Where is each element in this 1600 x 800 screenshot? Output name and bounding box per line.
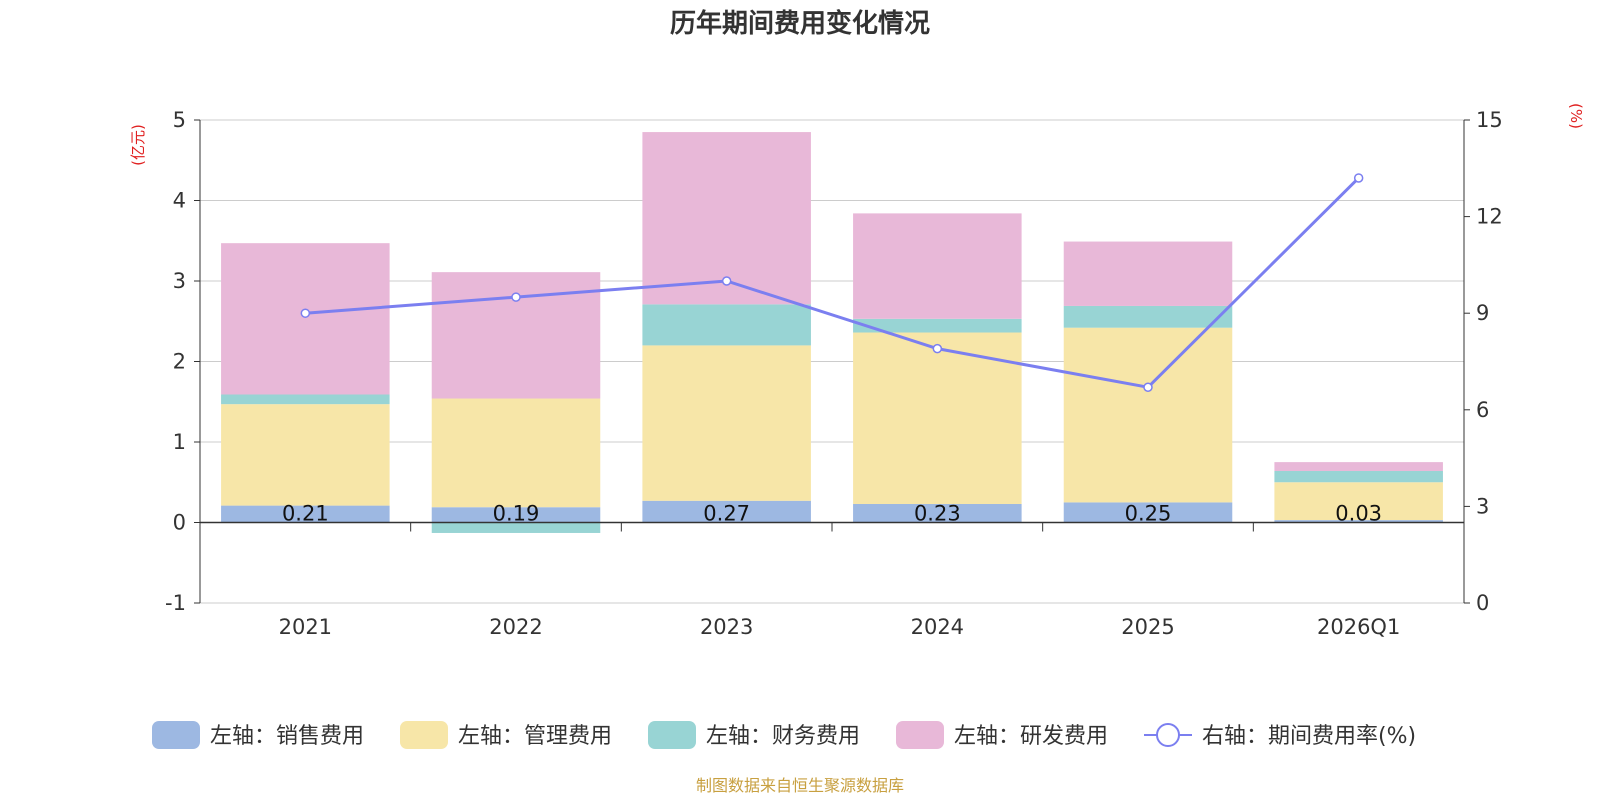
bar-segment <box>431 507 601 523</box>
rate-point <box>511 292 521 302</box>
bar-segment <box>642 304 811 346</box>
legend-swatch <box>648 721 696 749</box>
right-tick-label: 3 <box>1476 494 1489 518</box>
bar-segment <box>1063 241 1233 306</box>
bar-segment <box>1274 482 1443 521</box>
bar-segment <box>1063 502 1233 523</box>
right-tick-label: 6 <box>1476 398 1489 422</box>
left-tick-label: 4 <box>173 189 186 213</box>
bar-segment <box>221 404 390 506</box>
left-tick-label: 5 <box>173 108 186 132</box>
chart-title: 历年期间费用变化情况 <box>670 8 930 39</box>
bar-segment <box>1274 470 1443 483</box>
bar-segment <box>431 522 601 533</box>
bar-segment <box>1063 327 1233 503</box>
rate-line <box>305 176 1360 389</box>
legend: 左轴：销售费用 左轴：管理费用 左轴：财务费用 左轴：研发费用 右轴：期间费用率(%) <box>152 721 1416 749</box>
x-category-label: 2026Q1 <box>1317 615 1400 639</box>
bar-segment <box>1274 462 1443 471</box>
bar-data-label: 0.03 <box>1335 502 1382 526</box>
legend-label: 左轴：管理费用 <box>458 724 612 749</box>
legend-label: 左轴：财务费用 <box>706 724 860 749</box>
left-tick-label: 2 <box>173 350 186 374</box>
gridlines <box>200 119 1464 604</box>
legend-swatch <box>400 721 448 749</box>
left-tick-label: 3 <box>173 269 186 293</box>
rate-point <box>721 276 732 286</box>
x-category-label: 2023 <box>700 615 753 639</box>
bar-segment <box>221 394 390 405</box>
left-axis-unit: (亿元) <box>129 124 147 166</box>
bar-data-label: 0.27 <box>703 502 750 526</box>
x-category-label: 2025 <box>1121 615 1174 639</box>
bar-segment <box>853 318 1022 333</box>
bar-data-label: 0.25 <box>1125 502 1172 526</box>
legend-line-marker <box>1156 723 1180 747</box>
right-axis-unit: (%) <box>1567 103 1585 129</box>
bar-segment <box>642 500 811 523</box>
bar-segment <box>1274 520 1443 523</box>
bar-segment <box>221 505 390 523</box>
rate-point <box>1353 173 1364 183</box>
bar-data-label: 0.19 <box>493 502 540 526</box>
legend-label: 左轴：销售费用 <box>210 724 364 749</box>
left-tick-label: 0 <box>173 511 186 535</box>
rate-point <box>300 308 311 318</box>
bar-segment <box>431 398 601 508</box>
left-tick-label: 1 <box>173 430 186 454</box>
bar-data-label: 0.21 <box>282 502 329 526</box>
bar-segment <box>853 332 1022 504</box>
right-tick-label: 0 <box>1476 591 1489 615</box>
bar-segment <box>642 132 811 305</box>
rate-line-layer <box>300 173 1364 393</box>
legend-swatch <box>152 721 200 749</box>
x-category-label: 2021 <box>279 615 332 639</box>
bar-data-label: 0.23 <box>914 502 961 526</box>
left-tick-label: -1 <box>165 591 186 615</box>
data-label-layer: 0.21 0.19 0.27 0.23 0.25 0.03 <box>282 502 1382 526</box>
bar-segment <box>642 345 811 501</box>
legend-label: 左轴：研发费用 <box>954 724 1108 749</box>
bar-segment <box>1063 305 1233 328</box>
right-tick-label: 12 <box>1476 205 1503 229</box>
x-category-label: 2024 <box>911 615 964 639</box>
legend-swatch <box>896 721 944 749</box>
legend-label: 右轴：期间费用率(%) <box>1202 724 1416 749</box>
rate-point <box>932 343 943 354</box>
right-tick-label: 15 <box>1476 108 1503 132</box>
right-tick-label: 9 <box>1476 301 1489 325</box>
bar-segment <box>853 213 1022 319</box>
rate-point <box>1143 382 1153 393</box>
bar-layer <box>221 132 1443 533</box>
x-category-label: 2022 <box>489 615 542 639</box>
source-note: 制图数据来自恒生聚源数据库 <box>696 776 904 795</box>
bar-segment <box>221 243 390 395</box>
bar-segment <box>853 503 1022 523</box>
